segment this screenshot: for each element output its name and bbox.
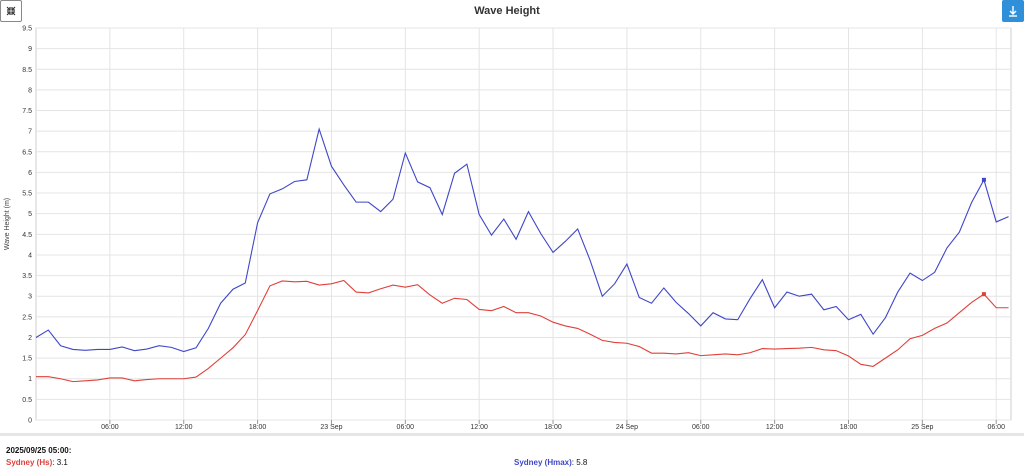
tooltip-hmax: Sydney (Hmax): 5.8 bbox=[514, 458, 588, 467]
y-axis-label: Wave Height (m) bbox=[4, 198, 11, 250]
hover-marker-hs bbox=[981, 292, 986, 297]
x-tick-label: 18:00 bbox=[249, 424, 267, 431]
y-tick-label: 6.5 bbox=[22, 149, 32, 156]
tooltip-readout: 2025/09/25 05:00: Sydney (Hs): 3.1 Sydne… bbox=[0, 436, 1024, 474]
y-tick-label: 4.5 bbox=[22, 232, 32, 239]
series-line-hs bbox=[36, 279, 1009, 383]
y-tick-label: 0.5 bbox=[22, 397, 32, 404]
wave-height-chart: Wave Height Wave Height (m) 0 0.5 1 1.5 2 2.5… bbox=[4, 5, 1012, 431]
chart-title: Wave Height bbox=[474, 5, 540, 17]
x-tick-label: 25 Sep bbox=[911, 424, 933, 431]
y-tick-label: 6 bbox=[28, 170, 32, 177]
hover-marker-hmax bbox=[981, 177, 986, 182]
y-tick-label: 2.5 bbox=[22, 314, 32, 321]
collapse-button[interactable] bbox=[0, 0, 22, 22]
x-tick-label: 24 Sep bbox=[616, 424, 638, 431]
y-tick-label: 5 bbox=[28, 211, 32, 218]
x-tick-label: 12:00 bbox=[175, 424, 193, 431]
navigator-strip[interactable] bbox=[0, 433, 1024, 436]
x-tick-label: 06:00 bbox=[692, 424, 710, 431]
y-tick-label: 7 bbox=[28, 129, 32, 136]
y-tick-label: 2 bbox=[28, 335, 32, 342]
tooltip-hs-label: Sydney (Hs) bbox=[6, 458, 53, 467]
y-tick-label: 1 bbox=[28, 376, 32, 383]
download-arrow-icon bbox=[1009, 6, 1017, 17]
x-tick-label: 18:00 bbox=[840, 424, 858, 431]
x-tick-label: 06:00 bbox=[987, 424, 1005, 431]
x-tick-label: 23 Sep bbox=[320, 424, 342, 431]
x-tick-label: 18:00 bbox=[544, 424, 562, 431]
series-line-hmax bbox=[35, 127, 1009, 353]
x-tick-label: 06:00 bbox=[101, 424, 119, 431]
x-tick-label: 12:00 bbox=[766, 424, 784, 431]
x-tick-label: 06:00 bbox=[397, 424, 415, 431]
tooltip-hs: Sydney (Hs): 3.1 bbox=[6, 458, 68, 467]
x-tick-label: 12:00 bbox=[470, 424, 488, 431]
y-tick-label: 9.5 bbox=[22, 26, 32, 33]
tooltip-timestamp: 2025/09/25 05:00: bbox=[6, 446, 72, 455]
y-tick-label: 3 bbox=[28, 294, 32, 301]
tooltip-hmax-label: Sydney (Hmax) bbox=[514, 458, 572, 467]
tooltip-hs-value: 3.1 bbox=[56, 458, 68, 467]
y-tick-label: 9 bbox=[28, 46, 32, 53]
y-tick-label: 8.5 bbox=[22, 67, 32, 74]
y-tick-label: 4 bbox=[28, 252, 32, 259]
y-tick-label: 8 bbox=[28, 87, 32, 94]
collapse-arrows-icon bbox=[6, 6, 16, 16]
y-tick-label: 3.5 bbox=[22, 273, 32, 280]
download-button[interactable] bbox=[1002, 0, 1024, 22]
y-tick-label: 0 bbox=[28, 418, 32, 425]
y-tick-label: 7.5 bbox=[22, 108, 32, 115]
y-tick-label: 1.5 bbox=[22, 356, 32, 363]
y-tick-label: 5.5 bbox=[22, 191, 32, 198]
tooltip-hmax-value: 5.8 bbox=[576, 458, 588, 467]
